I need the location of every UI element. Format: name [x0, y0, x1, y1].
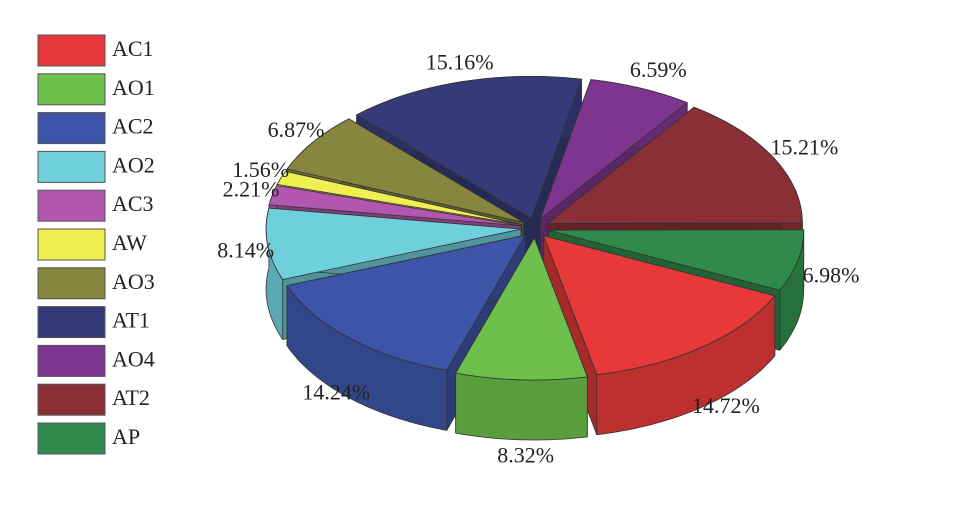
data-label: 8.14% — [217, 238, 274, 263]
slice-top — [268, 185, 522, 227]
data-label: 8.32% — [497, 443, 554, 468]
data-label: 2.21% — [223, 176, 280, 201]
legend-swatch — [37, 34, 106, 67]
slice-top — [543, 235, 776, 376]
data-label: 14.72% — [692, 393, 760, 418]
legend-label: AO1 — [112, 75, 155, 100]
legend-swatch — [37, 422, 106, 455]
legend-label: AP — [112, 424, 140, 449]
data-label: 15.16% — [426, 50, 494, 75]
slice-top — [540, 79, 688, 220]
legend-label: AC1 — [112, 36, 154, 61]
legend: AC1 AO1 AC2 AO2 AC3 AW AO3 AT1 AO4 AT2 AP — [37, 34, 155, 455]
slice-top — [548, 229, 805, 291]
legend-swatch — [37, 267, 106, 300]
slice-top — [547, 106, 803, 224]
legend-label: AW — [112, 230, 147, 255]
legend-swatch — [37, 112, 106, 145]
legend-label: AT1 — [112, 308, 150, 333]
legend-swatch — [37, 73, 106, 106]
pie — [265, 75, 805, 441]
data-label: 6.87% — [268, 117, 325, 142]
legend-swatch — [37, 383, 106, 416]
legend-label: AC2 — [112, 114, 154, 139]
legend-label: AO3 — [112, 269, 155, 294]
slice-top — [455, 237, 588, 381]
data-label: 6.98% — [803, 263, 860, 288]
slice — [455, 237, 588, 441]
slice-top — [265, 207, 522, 280]
legend-swatch — [37, 150, 106, 183]
data-label: 1.56% — [232, 157, 289, 182]
slice-top — [356, 75, 582, 219]
data-label: 14.24% — [302, 380, 370, 405]
legend-swatch — [37, 344, 106, 377]
data-label: 6.59% — [630, 57, 687, 82]
legend-swatch — [37, 228, 106, 261]
slice-top — [286, 118, 524, 223]
slice-side — [455, 372, 588, 441]
slice-top — [276, 170, 523, 226]
legend-label: AC3 — [112, 191, 154, 216]
data-label: 15.21% — [771, 135, 839, 160]
legend-swatch — [37, 189, 106, 222]
legend-label: AO4 — [112, 346, 155, 371]
legend-swatch — [37, 306, 106, 339]
legend-label: AT2 — [112, 385, 150, 410]
slice-top — [286, 234, 526, 371]
legend-label: AO2 — [112, 152, 155, 177]
